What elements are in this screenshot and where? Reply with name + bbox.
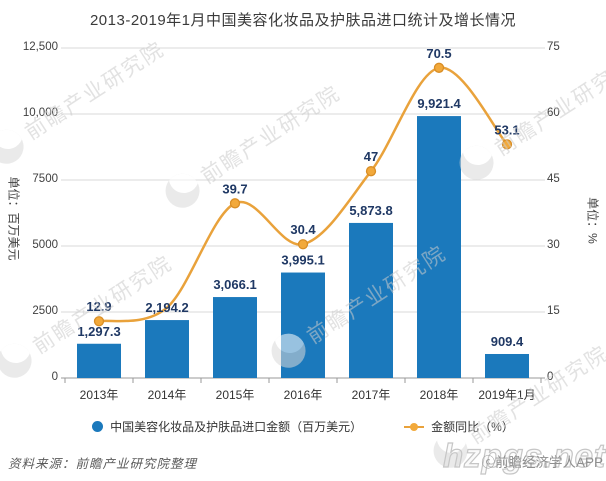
y-right-tick-label: 0	[547, 371, 554, 383]
y-left-tick-label: 12,500	[22, 41, 58, 53]
line-marker	[229, 198, 241, 209]
legend-label-import-amount: 中国美容化妆品及护肤品进口金额（百万美元）	[110, 420, 363, 434]
y-left-tick-label: 10,000	[22, 107, 58, 119]
line-value-label: 70.5	[426, 46, 451, 61]
line-marker	[433, 62, 445, 73]
legend-item-import-amount: 中国美容化妆品及护肤品进口金额（百万美元）	[92, 418, 362, 435]
data-source-note: 资料来源：前瞻产业研究院整理	[8, 457, 198, 471]
line-marker	[297, 239, 309, 250]
bar-value-label: 1,297.3	[77, 324, 120, 339]
chart-title: 2013-2019年1月中国美容化妆品及护肤品进口统计及增长情况	[89, 12, 517, 29]
x-axis-tick-label: 2017年	[351, 388, 391, 402]
legend-label-yoy-growth: 金额同比（%）	[431, 420, 514, 434]
line-marker	[93, 316, 105, 327]
bar	[417, 116, 461, 378]
bar-value-label: 3,066.1	[213, 277, 256, 292]
line-value-label: 12.9	[86, 299, 111, 314]
y-right-tick-label: 75	[547, 41, 560, 53]
y-right-tick-label: 60	[547, 107, 560, 119]
x-axis-tick-label: 2018年	[419, 388, 459, 402]
bar	[145, 320, 189, 378]
line-value-label: 30.4	[290, 222, 316, 237]
y-left-tick-label: 0	[51, 371, 58, 383]
bar	[77, 343, 121, 378]
bar-value-label: 909.4	[491, 334, 524, 349]
bar-series-swatch-icon	[92, 421, 104, 432]
line-value-label: 47	[364, 149, 378, 164]
line-value-label: 39.7	[222, 181, 247, 196]
y-right-tick-label: 15	[547, 305, 560, 317]
x-axis-tick-label: 2019年1月	[478, 388, 536, 402]
x-axis-tick-label: 2016年	[283, 388, 323, 402]
bar-value-label: 3,995.1	[281, 253, 324, 268]
line-value-label: 53.1	[494, 122, 519, 137]
x-axis-tick-label: 2015年	[215, 388, 255, 402]
x-axis-tick-label: 2013年	[79, 388, 119, 402]
y-left-tick-label: 5000	[32, 239, 58, 251]
line-marker	[365, 166, 377, 177]
y-right-tick-label: 45	[547, 173, 560, 185]
bar-value-label: 9,921.4	[417, 96, 461, 111]
brand-note: ⓒ前瞻经济学人APP	[481, 455, 603, 470]
y-left-tick-label: 7500	[32, 173, 58, 185]
x-axis-tick-label: 2014年	[147, 388, 187, 402]
y-left-tick-label: 2500	[32, 305, 58, 317]
bar-value-label: 2,194.2	[145, 300, 188, 315]
bar	[281, 272, 325, 378]
line-marker	[501, 139, 513, 150]
y-right-tick-label: 30	[547, 239, 560, 251]
line-series-swatch-icon	[404, 421, 425, 432]
bar	[349, 222, 393, 378]
bar	[213, 297, 257, 378]
legend: 中国美容化妆品及护肤品进口金额（百万美元） 金额同比（%）	[0, 418, 606, 435]
legend-item-yoy-growth: 金额同比（%）	[404, 418, 514, 435]
bar	[485, 353, 529, 378]
bar-value-label: 5,873.8	[349, 203, 392, 218]
